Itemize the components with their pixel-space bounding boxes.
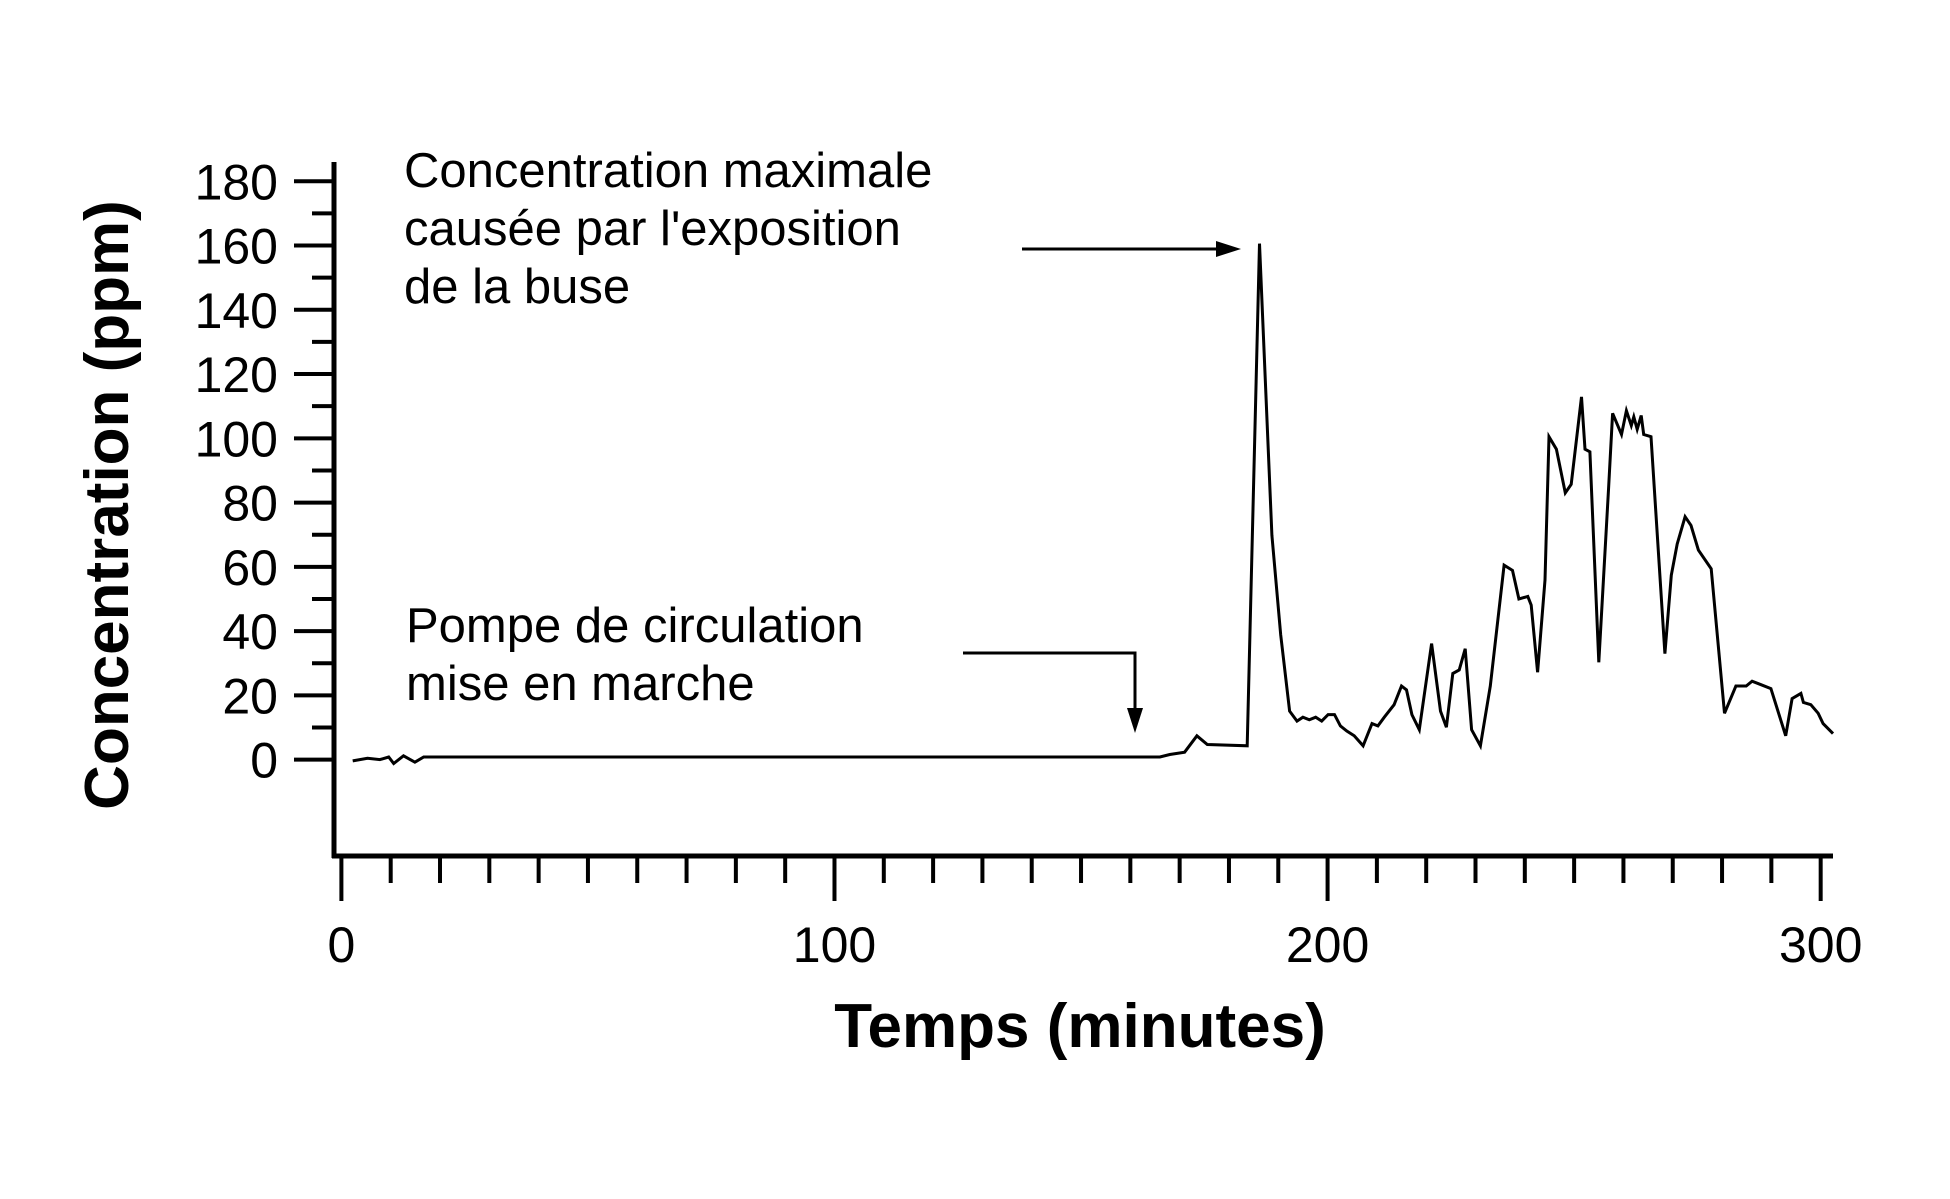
annotation: Concentration maximale [404,144,932,198]
y-tick-label: 100 [195,411,278,467]
y-tick-label: 160 [195,219,278,275]
data-line [352,243,1835,766]
x-tick-label: 100 [793,917,876,973]
y-tick-label: 0 [250,733,278,789]
y-tick-label: 20 [222,668,278,724]
y-tick-label: 80 [222,476,278,532]
x-tick-label: 0 [327,917,355,973]
arrow-head [1127,708,1143,733]
arrow-head [1216,241,1241,257]
y-tick-label: 120 [195,347,278,403]
y-tick-label: 60 [222,540,278,596]
annotation: mise en marche [406,657,755,711]
y-tick-label: 180 [195,154,278,210]
y-tick-label: 140 [195,283,278,339]
annotation: de la buse [404,260,630,314]
y-axis-title: Concentration (ppm) [73,200,142,810]
x-tick-label: 200 [1286,917,1369,973]
arrow-line [963,651,1137,712]
x-axis-title: Temps (minutes) [834,992,1325,1061]
x-tick-label: 300 [1779,917,1862,973]
annotation: causée par l'exposition [404,202,901,256]
annotation-arrows [963,241,1241,733]
y-tick-label: 40 [222,604,278,660]
annotation: Pompe de circulation [406,599,864,653]
